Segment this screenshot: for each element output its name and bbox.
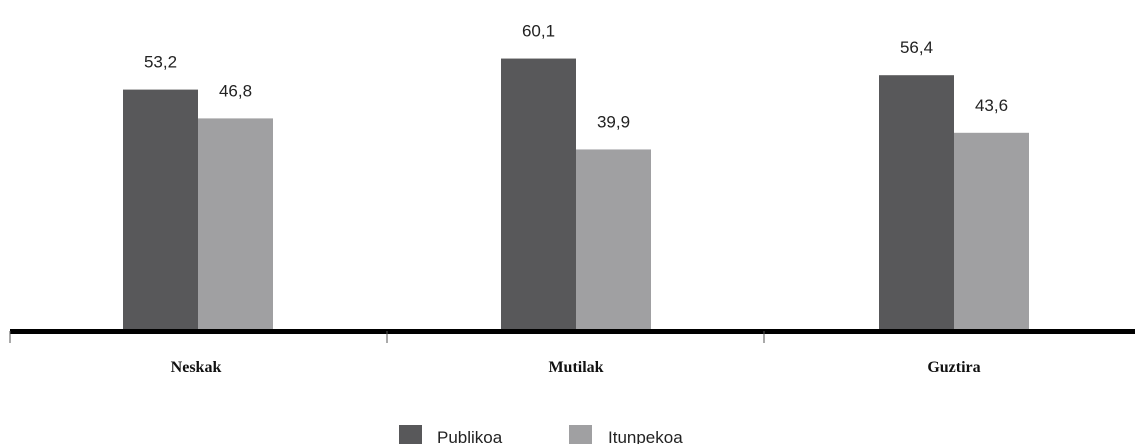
category-label-mutilak: Mutilak — [548, 359, 603, 376]
bar-itunpekoa-neskak — [198, 118, 273, 330]
value-label-publikoa-mutilak: 60,1 — [522, 22, 555, 41]
bar-publikoa-neskak — [123, 89, 198, 329]
value-label-itunpekoa-neskak: 46,8 — [219, 81, 252, 100]
value-label-itunpekoa-guztira: 43,6 — [975, 96, 1008, 115]
bar-itunpekoa-mutilak — [576, 149, 651, 329]
bar-publikoa-mutilak — [501, 58, 576, 330]
category-label-neskak: Neskak — [171, 359, 222, 376]
category-label-guztira: Guztira — [927, 359, 980, 376]
value-label-publikoa-guztira: 56,4 — [900, 38, 933, 57]
bar-publikoa-guztira — [879, 75, 954, 329]
value-label-publikoa-neskak: 53,2 — [144, 53, 177, 72]
legend-swatch-publikoa — [399, 425, 422, 444]
value-labels-layer: 53,2 60,1 56,4 46,8 39,9 43,6 — [144, 22, 1008, 132]
legend-label-publikoa: Publikoa — [437, 428, 503, 444]
bar-itunpekoa-guztira — [954, 132, 1029, 329]
legend-label-itunpekoa: Itunpekoa — [608, 428, 683, 444]
value-label-itunpekoa-mutilak: 39,9 — [597, 112, 630, 131]
bars-layer — [123, 58, 1029, 330]
legend-swatch-itunpekoa — [569, 425, 592, 444]
